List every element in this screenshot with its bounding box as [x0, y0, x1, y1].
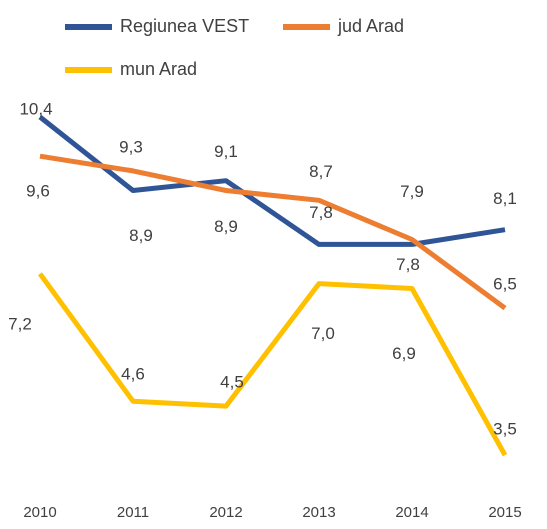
data-label: 9,6 — [26, 182, 50, 201]
legend-label: jud Arad — [337, 16, 404, 36]
data-label: 10,4 — [19, 99, 52, 118]
legend-label: Regiunea VEST — [120, 16, 249, 36]
data-label: 7,8 — [309, 203, 333, 222]
data-label: 7,0 — [311, 324, 335, 343]
data-label: 3,5 — [493, 420, 517, 439]
data-label: 8,7 — [309, 162, 333, 181]
x-tick-label: 2014 — [395, 504, 428, 521]
data-label: 4,5 — [220, 373, 244, 392]
data-label: 7,8 — [396, 255, 420, 274]
data-label: 7,9 — [400, 182, 424, 201]
data-label: 6,5 — [493, 275, 517, 294]
series-line — [38, 115, 506, 247]
series-line — [39, 153, 507, 311]
legend-label: mun Arad — [120, 59, 197, 79]
data-label: 6,9 — [392, 344, 416, 363]
data-label: 8,1 — [493, 189, 517, 208]
x-tick-label: 2015 — [488, 504, 521, 521]
data-label: 9,1 — [214, 142, 238, 161]
series-line — [37, 272, 508, 457]
data-label: 8,9 — [129, 226, 153, 245]
x-tick-label: 2011 — [117, 504, 149, 521]
data-label: 7,2 — [8, 314, 32, 333]
data-label: 4,6 — [121, 365, 145, 384]
data-label: 8,9 — [214, 217, 238, 236]
x-tick-label: 2010 — [23, 504, 56, 521]
x-tick-label: 2013 — [302, 504, 335, 521]
x-tick-label: 2012 — [209, 504, 242, 521]
data-label: 9,3 — [119, 137, 143, 156]
